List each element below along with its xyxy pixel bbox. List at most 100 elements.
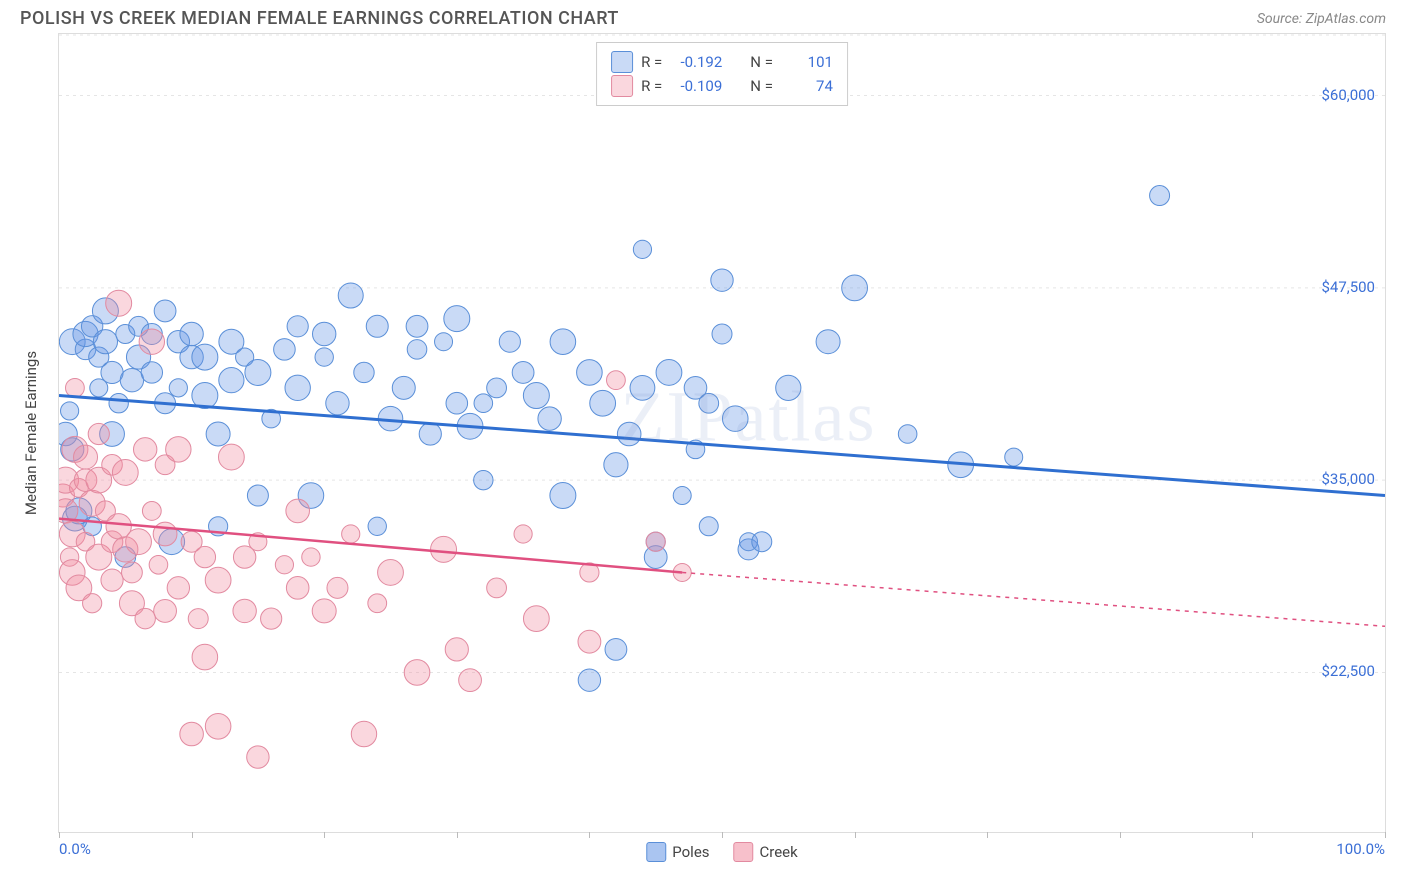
data-point bbox=[315, 348, 333, 366]
data-point bbox=[646, 532, 665, 551]
data-point bbox=[404, 660, 430, 686]
data-point bbox=[499, 331, 520, 352]
data-point bbox=[261, 608, 282, 629]
data-point bbox=[219, 368, 244, 393]
data-point bbox=[446, 392, 468, 414]
data-point bbox=[752, 532, 772, 552]
data-point bbox=[169, 379, 187, 397]
data-point bbox=[1150, 186, 1170, 206]
data-point bbox=[578, 669, 600, 691]
data-point bbox=[194, 546, 215, 567]
data-point bbox=[275, 556, 293, 574]
data-point bbox=[776, 375, 801, 400]
data-point bbox=[205, 567, 231, 593]
data-point bbox=[617, 422, 641, 446]
legend-swatch bbox=[734, 842, 754, 862]
data-point bbox=[368, 594, 387, 613]
x-axis-min-label: 0.0% bbox=[59, 840, 91, 858]
data-point bbox=[605, 638, 627, 660]
x-tick-mark bbox=[855, 832, 856, 838]
data-point bbox=[578, 630, 601, 653]
data-point bbox=[109, 394, 128, 413]
data-point bbox=[286, 499, 310, 523]
data-point bbox=[699, 393, 719, 413]
data-point bbox=[326, 392, 349, 415]
data-point bbox=[205, 714, 231, 740]
data-point bbox=[133, 438, 156, 461]
x-tick-mark bbox=[457, 832, 458, 838]
data-point bbox=[435, 333, 453, 351]
data-point bbox=[444, 306, 470, 332]
stats-legend: R =-0.192 N =101 R =-0.109 N =74 bbox=[596, 42, 848, 106]
data-point bbox=[122, 562, 143, 583]
legend-item: Creek bbox=[734, 842, 798, 862]
data-point bbox=[351, 721, 376, 746]
legend-label: Poles bbox=[672, 843, 709, 861]
data-point bbox=[206, 422, 230, 446]
data-point bbox=[61, 402, 79, 420]
data-point bbox=[302, 548, 320, 566]
data-point bbox=[120, 368, 143, 391]
data-point bbox=[112, 460, 138, 486]
data-point bbox=[135, 608, 155, 628]
x-tick-mark bbox=[59, 832, 60, 838]
data-point bbox=[274, 339, 296, 361]
source-label: Source: ZipAtlas.com bbox=[1257, 11, 1386, 27]
data-point bbox=[407, 340, 427, 360]
scatter-plot-svg bbox=[59, 34, 1385, 834]
data-point bbox=[313, 322, 336, 345]
data-point bbox=[392, 376, 415, 399]
data-point bbox=[218, 444, 244, 470]
data-point bbox=[167, 577, 189, 599]
data-point bbox=[487, 378, 507, 398]
legend-swatch bbox=[611, 51, 633, 73]
data-point bbox=[287, 316, 308, 337]
data-point bbox=[419, 423, 441, 445]
data-point bbox=[126, 529, 152, 555]
data-point bbox=[139, 329, 164, 354]
data-point bbox=[633, 240, 651, 258]
data-point bbox=[154, 300, 176, 322]
data-point bbox=[141, 362, 162, 383]
data-point bbox=[816, 330, 840, 354]
data-point bbox=[66, 378, 85, 397]
x-tick-mark bbox=[1385, 832, 1386, 838]
data-point bbox=[842, 275, 868, 301]
legend-item: Poles bbox=[646, 842, 709, 862]
y-tick-label: $35,000 bbox=[1321, 470, 1375, 488]
data-point bbox=[590, 390, 616, 416]
x-tick-mark bbox=[1252, 832, 1253, 838]
y-tick-label: $22,500 bbox=[1321, 662, 1375, 680]
data-point bbox=[673, 487, 691, 505]
y-tick-label: $60,000 bbox=[1321, 86, 1375, 104]
x-tick-mark bbox=[987, 832, 988, 838]
data-point bbox=[149, 555, 168, 574]
data-point bbox=[188, 609, 208, 629]
data-point bbox=[487, 578, 507, 598]
data-point bbox=[88, 423, 109, 444]
x-tick-mark bbox=[1120, 832, 1121, 838]
data-point bbox=[378, 560, 404, 586]
data-point bbox=[474, 394, 493, 413]
data-point bbox=[523, 383, 549, 409]
data-point bbox=[577, 360, 603, 386]
trend-line-extension bbox=[682, 572, 1385, 626]
stats-legend-row: R =-0.192 N =101 bbox=[611, 51, 833, 73]
series-legend: Poles Creek bbox=[646, 834, 797, 862]
x-tick-mark bbox=[324, 832, 325, 838]
data-point bbox=[106, 290, 132, 316]
data-point bbox=[192, 644, 218, 670]
data-point bbox=[550, 483, 576, 509]
data-point bbox=[607, 371, 626, 390]
data-point bbox=[368, 517, 386, 535]
data-point bbox=[354, 362, 374, 382]
chart-title: POLISH VS CREEK MEDIAN FEMALE EARNINGS C… bbox=[20, 8, 619, 29]
data-point bbox=[166, 437, 191, 462]
data-point bbox=[406, 315, 428, 337]
data-point bbox=[474, 470, 493, 489]
data-point bbox=[285, 375, 310, 400]
data-point bbox=[712, 324, 732, 344]
data-point bbox=[366, 315, 388, 337]
y-axis-label: Median Female Earnings bbox=[22, 351, 40, 515]
data-point bbox=[153, 522, 177, 546]
